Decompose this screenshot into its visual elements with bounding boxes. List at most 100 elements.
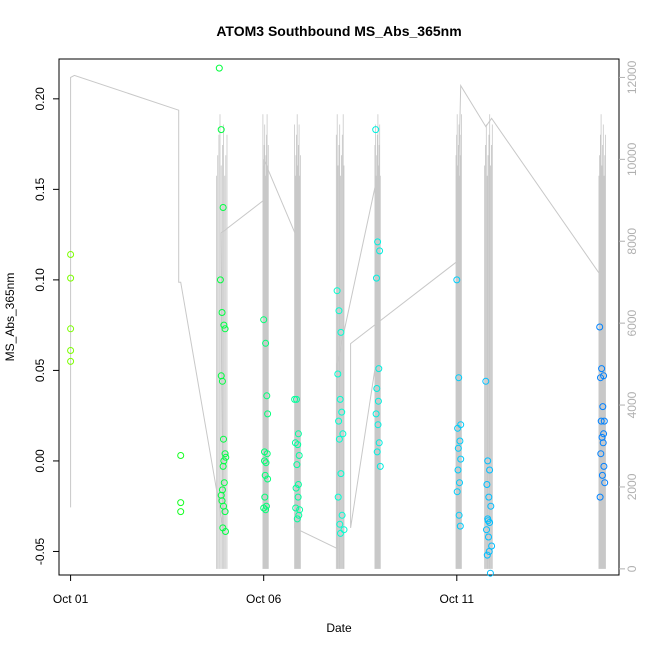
data-point: [261, 493, 269, 501]
y-tick-label: 0.20: [33, 87, 47, 111]
data-point: [456, 479, 463, 487]
data-point: [599, 403, 607, 411]
data-point: [486, 466, 494, 474]
data-point: [177, 508, 185, 516]
data-point: [222, 528, 229, 535]
data-point: [599, 439, 607, 447]
data-point: [261, 457, 268, 465]
altitude-trace: [70, 74, 606, 569]
data-point: [263, 392, 271, 400]
data-point: [293, 515, 301, 523]
data-point: [334, 370, 342, 378]
data-point: [485, 533, 492, 541]
data-point: [261, 471, 269, 479]
data-point: [67, 274, 75, 282]
data-point: [335, 307, 343, 315]
data-point: [291, 395, 299, 403]
data-point: [217, 126, 225, 134]
y-axis-left: -0.05 0.00 0.05 0.10 0.15 0.20: [33, 87, 59, 565]
data-point: [598, 365, 606, 373]
y2-tick-label: 10000: [625, 142, 639, 176]
data-point: [375, 365, 383, 373]
data-point: [454, 444, 462, 452]
x-tick-label: Oct 01: [53, 592, 89, 606]
data-point: [294, 441, 302, 449]
y-tick-label: 0.05: [33, 358, 47, 382]
data-point: [375, 439, 383, 447]
y2-tick-label: 4000: [625, 391, 639, 418]
data-point: [596, 323, 604, 331]
data-point: [216, 276, 224, 284]
data-point: [220, 435, 227, 443]
x-axis-label: Date: [326, 621, 352, 635]
data-point: [597, 450, 605, 458]
y-tick-label: 0.15: [33, 177, 47, 201]
chart-title: ATOM3 Southbound MS_Abs_365nm: [216, 23, 461, 39]
data-point: [337, 470, 345, 478]
data-point: [294, 430, 302, 438]
data-point: [293, 461, 301, 469]
altitude-profile-sweep: [216, 114, 228, 569]
data-point: [484, 457, 492, 465]
data-point: [292, 484, 300, 492]
data-point: [293, 395, 300, 403]
data-point: [335, 417, 343, 425]
data-point: [487, 502, 495, 510]
y2-tick-label: 2000: [625, 473, 639, 500]
data-point: [483, 526, 490, 534]
data-point: [457, 455, 465, 463]
plot-area: [58, 58, 620, 576]
data-point: [372, 410, 380, 418]
data-point: [597, 374, 604, 382]
data-point: [262, 459, 270, 467]
data-point: [335, 435, 343, 443]
y-tick-label: 0.00: [33, 449, 47, 473]
data-point: [453, 488, 461, 496]
data-point: [486, 569, 494, 577]
y2-tick-label: 6000: [625, 309, 639, 336]
data-point: [456, 522, 464, 530]
data-point: [336, 395, 344, 403]
data-point: [374, 421, 382, 429]
y-tick-label: 0.10: [33, 268, 47, 292]
data-point: [374, 397, 382, 405]
data-point: [296, 506, 304, 514]
data-point: [338, 408, 346, 416]
data-point: [218, 309, 226, 316]
data-point: [453, 276, 461, 284]
altitude-profile-sweep: [598, 114, 606, 569]
y-axis-label: MS_Abs_365nm: [3, 273, 17, 362]
data-point: [260, 504, 268, 512]
data-point: [373, 448, 381, 456]
data-point: [454, 424, 462, 432]
y2-tick-label: 0: [625, 565, 639, 572]
data-point: [219, 204, 227, 211]
y2-tick-label: 8000: [625, 228, 639, 255]
data-point: [67, 357, 75, 365]
data-point: [177, 499, 185, 507]
data-point: [336, 520, 344, 528]
data-point: [455, 511, 463, 519]
altitude-profile-sweep: [335, 114, 345, 569]
data-point: [339, 430, 347, 438]
y-axis-right: 0 2000 4000 6000 8000 10000 12000: [619, 60, 639, 572]
data-point: [596, 493, 604, 501]
data-point: [374, 238, 382, 246]
data-point: [262, 506, 270, 514]
data-point: [337, 529, 344, 537]
data-point: [264, 410, 272, 418]
data-point: [294, 493, 302, 501]
data-point: [482, 377, 490, 385]
data-point: [455, 374, 463, 382]
data-point: [597, 417, 605, 425]
data-point: [376, 462, 384, 470]
x-tick-label: Oct 11: [440, 592, 475, 606]
data-point: [292, 504, 300, 512]
data-point: [220, 457, 228, 465]
data-point: [372, 126, 380, 134]
data-point: [263, 450, 271, 458]
y-tick-label: -0.05: [33, 537, 47, 565]
data-point: [600, 462, 608, 470]
data-point: [485, 493, 493, 501]
